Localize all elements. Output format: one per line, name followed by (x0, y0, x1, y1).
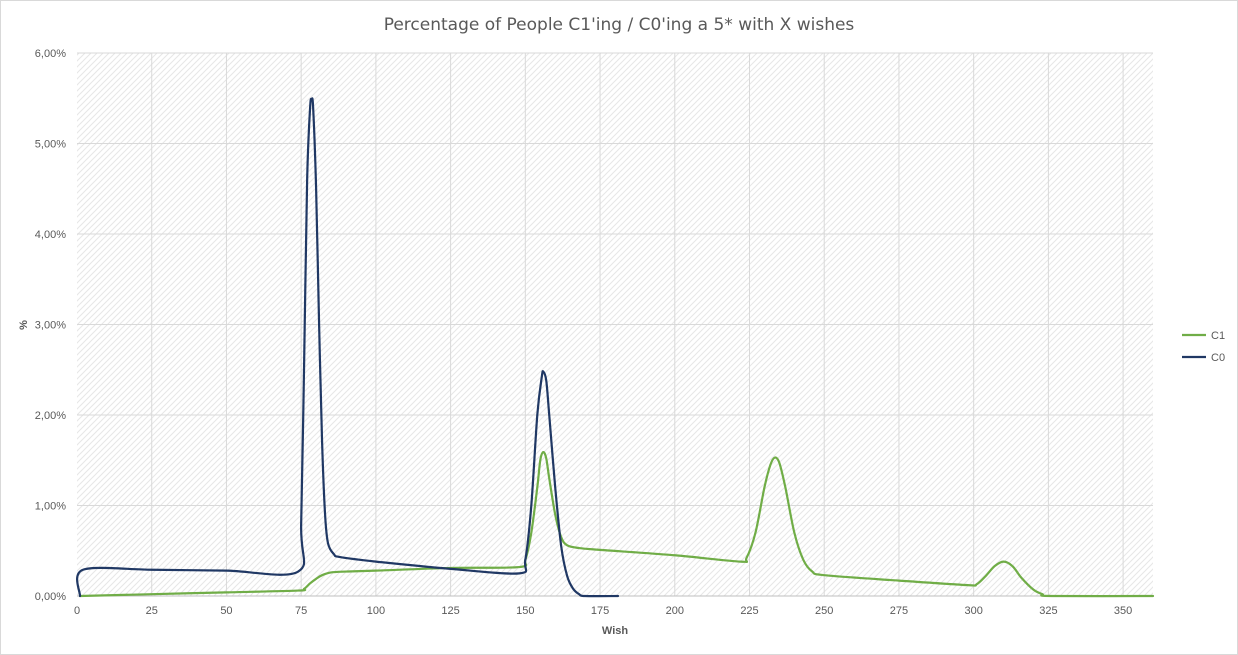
x-tick-label: 25 (146, 605, 158, 617)
y-tick-label: 3,00% (35, 320, 66, 332)
y-tick-label: 2,00% (35, 410, 66, 422)
x-tick-label: 350 (1114, 605, 1132, 617)
y-tick-label: 1,00% (35, 501, 66, 513)
legend-label-c0: C0 (1211, 352, 1225, 364)
x-tick-label: 200 (666, 605, 684, 617)
x-tick-label: 125 (441, 605, 459, 617)
y-axis-label: % (18, 320, 30, 330)
gridlines (77, 52, 1153, 596)
series-lines (76, 97, 1155, 598)
x-tick-label: 175 (591, 605, 609, 617)
y-tick-label: 6,00% (35, 48, 66, 60)
y-tick-label: 5,00% (35, 139, 66, 151)
x-tick-label: 50 (220, 605, 232, 617)
x-tick-label: 0 (74, 605, 80, 617)
series-line-c0 (76, 97, 620, 598)
x-tick-label: 225 (740, 605, 758, 617)
x-tick-label: 275 (890, 605, 908, 617)
x-tick-label: 300 (964, 605, 982, 617)
legend: C1 C0 (1182, 330, 1225, 364)
x-tick-label: 325 (1039, 605, 1057, 617)
y-tick-label: 4,00% (35, 229, 66, 241)
chart-title: Percentage of People C1'ing / C0'ing a 5… (384, 15, 855, 35)
x-tick-label: 100 (367, 605, 385, 617)
x-tick-label: 250 (815, 605, 833, 617)
x-tick-label: 150 (516, 605, 534, 617)
x-axis-label: Wish (602, 625, 628, 637)
legend-label-c1: C1 (1211, 330, 1225, 342)
x-tick-label: 75 (295, 605, 307, 617)
series-line-c1 (78, 451, 1155, 598)
y-tick-label: 0,00% (35, 591, 66, 603)
